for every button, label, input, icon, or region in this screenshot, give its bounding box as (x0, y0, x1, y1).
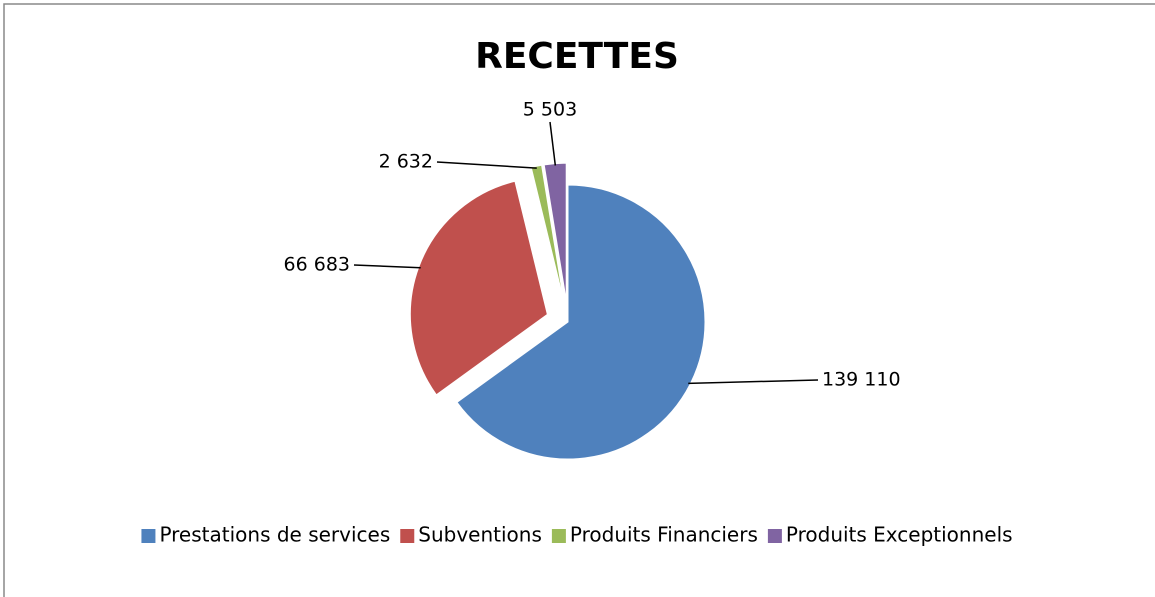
data-label: 5 503 (523, 99, 577, 121)
pie-slice (456, 184, 706, 460)
legend-label: Produits Exceptionnels (786, 523, 1013, 547)
legend-label: Subventions (418, 523, 542, 547)
legend-swatch (400, 529, 415, 543)
legend-label: Prestations de services (159, 523, 390, 547)
data-label: 2 632 (379, 151, 433, 173)
leader-line (353, 264, 421, 269)
legend-swatch (767, 529, 782, 543)
leader-line (688, 379, 819, 385)
leader-line (549, 121, 557, 166)
data-label: 139 110 (822, 369, 901, 391)
pie: 139 110 66 683 2 632 5 503 (284, 99, 901, 460)
legend-label: Produits Financiers (570, 523, 758, 547)
leader-line (436, 161, 537, 169)
legend-swatch (551, 529, 566, 543)
legend: Prestations de services Subventions Produi… (141, 523, 1013, 547)
data-label: 66 683 (284, 254, 350, 276)
legend-swatch (141, 529, 156, 543)
chart-title: RECETTES (475, 36, 679, 77)
